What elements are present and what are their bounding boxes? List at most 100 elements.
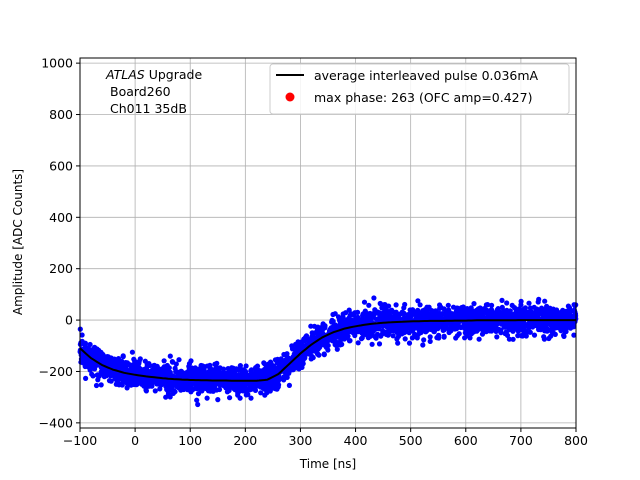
- data-point: [258, 390, 264, 396]
- data-point: [118, 359, 124, 365]
- data-point: [101, 370, 107, 376]
- data-point: [201, 380, 207, 386]
- data-point: [366, 302, 372, 308]
- data-point: [275, 377, 281, 383]
- annotation-experiment: ATLAS: [105, 67, 145, 82]
- x-tick-label: 0: [131, 433, 139, 448]
- x-axis-label: Time [ns]: [299, 457, 356, 471]
- y-tick-label: 800: [49, 107, 73, 122]
- data-point: [422, 309, 428, 315]
- data-point: [215, 397, 221, 403]
- data-point: [460, 304, 466, 310]
- data-point: [308, 323, 314, 329]
- data-point: [450, 315, 456, 321]
- data-point: [547, 321, 553, 327]
- x-tick-label: 200: [233, 433, 257, 448]
- data-point: [167, 394, 173, 400]
- data-point: [129, 349, 135, 355]
- data-point: [360, 328, 366, 335]
- data-point: [511, 305, 518, 311]
- data-point: [518, 302, 524, 308]
- data-point: [111, 356, 118, 362]
- data-point: [260, 371, 266, 377]
- data-point: [445, 302, 451, 308]
- data-point: [411, 325, 417, 331]
- data-point: [518, 333, 524, 339]
- data-point: [269, 379, 275, 385]
- data-point: [164, 362, 170, 369]
- data-point: [247, 380, 253, 386]
- data-point: [566, 305, 573, 311]
- data-point: [106, 378, 113, 384]
- data-point: [147, 379, 153, 385]
- data-point: [406, 340, 413, 346]
- data-point: [214, 360, 220, 366]
- data-point: [432, 326, 438, 332]
- data-point: [495, 306, 501, 312]
- data-point: [92, 363, 98, 369]
- data-point: [471, 301, 477, 307]
- data-point: [98, 382, 104, 388]
- data-point: [481, 326, 487, 332]
- data-point: [428, 321, 434, 327]
- data-point: [237, 363, 243, 369]
- data-point: [199, 388, 205, 394]
- data-point: [268, 383, 274, 389]
- data-point: [490, 310, 497, 316]
- data-point: [100, 351, 106, 357]
- data-point: [106, 355, 112, 362]
- data-point: [520, 306, 527, 312]
- data-point: [79, 332, 85, 338]
- annotation: ATLAS Upgrade Board260 Ch011 35dB: [105, 67, 202, 116]
- y-tick-label: 0: [65, 313, 73, 328]
- data-point: [479, 331, 486, 337]
- data-point: [224, 389, 230, 395]
- data-point: [498, 330, 504, 336]
- data-point: [203, 385, 209, 392]
- data-point: [173, 361, 179, 367]
- data-point: [300, 361, 306, 367]
- data-point: [194, 397, 200, 403]
- data-point: [359, 317, 365, 323]
- average-pulse-line: [79, 319, 576, 382]
- data-point: [416, 315, 422, 322]
- data-point: [143, 387, 149, 393]
- data-point: [476, 336, 482, 342]
- data-point: [427, 334, 433, 340]
- data-point: [548, 327, 555, 333]
- data-point: [325, 347, 331, 353]
- x-tick-label: 100: [178, 433, 202, 448]
- data-point: [498, 313, 504, 319]
- data-point: [176, 383, 182, 389]
- legend-entry-max-phase: max phase: 263 (OFC amp=0.427): [314, 90, 532, 105]
- data-point: [253, 365, 259, 371]
- data-point: [385, 330, 391, 336]
- data-point: [96, 373, 102, 379]
- data-point: [524, 322, 530, 328]
- data-point: [343, 310, 349, 316]
- legend: average interleaved pulse 0.036mA max ph…: [269, 63, 570, 115]
- data-point: [488, 328, 495, 334]
- data-point: [189, 381, 195, 387]
- data-point: [563, 328, 569, 335]
- data-point: [420, 342, 426, 348]
- data-point: [462, 330, 468, 336]
- data-point: [315, 331, 321, 337]
- annotation-line-1: ATLAS Upgrade: [105, 67, 202, 82]
- data-point: [321, 352, 327, 358]
- data-point: [227, 395, 233, 401]
- data-point: [217, 382, 223, 388]
- data-point: [493, 328, 499, 334]
- data-point: [153, 365, 159, 371]
- data-point: [248, 395, 254, 401]
- data-point: [279, 376, 285, 382]
- data-point: [204, 395, 210, 401]
- data-point: [347, 338, 353, 344]
- data-point: [427, 338, 433, 344]
- data-point: [167, 353, 173, 359]
- data-point: [434, 335, 440, 341]
- data-point: [421, 337, 427, 343]
- data-point: [462, 335, 468, 341]
- data-point: [120, 379, 126, 385]
